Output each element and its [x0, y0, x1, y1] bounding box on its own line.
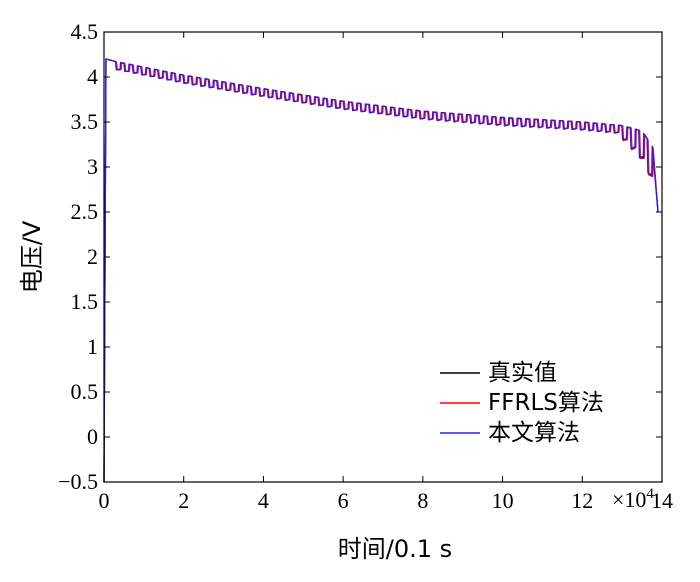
- x-tick-label: 10: [492, 488, 514, 513]
- y-tick-label: 0: [87, 424, 98, 449]
- y-axis: −0.5 0 0.5 1 1.5 2 2.5 3 3.5 4 4.5: [58, 19, 662, 494]
- y-tick-label: 2: [87, 244, 98, 269]
- y-tick-label: 1: [87, 334, 98, 359]
- x-tick-label: 12: [571, 488, 593, 513]
- y-tick-label: 4: [87, 64, 98, 89]
- y-tick-label: 2.5: [71, 199, 99, 224]
- x-tick-label: 14: [651, 488, 673, 513]
- y-tick-label: 3.5: [71, 109, 99, 134]
- x-axis: 0 2 4 6 8 10 12 14: [99, 32, 673, 513]
- y-tick-label: −0.5: [58, 469, 98, 494]
- y-tick-label: 3: [87, 154, 98, 179]
- x-axis-label: 时间/0.1 s: [338, 535, 452, 563]
- x-exponent: ×104: [612, 486, 654, 512]
- y-tick-label: 0.5: [71, 379, 99, 404]
- legend-label: 真实值: [488, 360, 557, 386]
- legend-label: 本文算法: [488, 420, 580, 446]
- x-tick-label: 0: [99, 488, 110, 513]
- x-exponent-base: ×10: [612, 487, 646, 512]
- y-axis-label: 电压/V: [18, 220, 46, 293]
- x-tick-label: 6: [338, 488, 349, 513]
- legend-label: FFRLS算法: [488, 390, 604, 416]
- series-layer: [103, 58, 659, 483]
- x-tick-label: 4: [258, 488, 269, 513]
- x-tick-label: 8: [417, 488, 428, 513]
- x-tick-label: 2: [178, 488, 189, 513]
- y-tick-label: 4.5: [71, 19, 99, 44]
- x-exponent-power: 4: [646, 486, 654, 502]
- y-tick-label: 1.5: [71, 289, 99, 314]
- series-line: [103, 58, 659, 483]
